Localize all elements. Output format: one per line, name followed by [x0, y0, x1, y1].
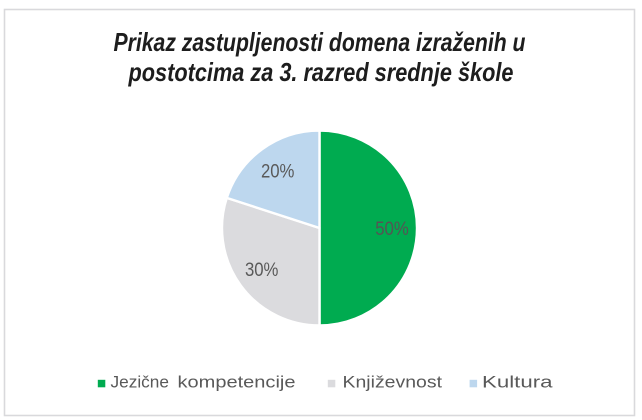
svg-text:20%: 20% — [261, 160, 295, 182]
svg-text:postotcima za 3. razred srednj: postotcima za 3. razred srednje škole — [128, 57, 514, 87]
svg-text:kompetencije: kompetencije — [178, 374, 296, 392]
svg-text:Kultura: Kultura — [482, 374, 554, 392]
svg-text:Prikaz zastupljenosti domena i: Prikaz zastupljenosti domena izraženih u — [114, 27, 526, 57]
svg-text:Jezične: Jezične — [111, 374, 170, 392]
svg-text:30%: 30% — [245, 259, 279, 281]
svg-text:Književnost: Književnost — [343, 374, 443, 392]
svg-text:50%: 50% — [375, 218, 409, 240]
